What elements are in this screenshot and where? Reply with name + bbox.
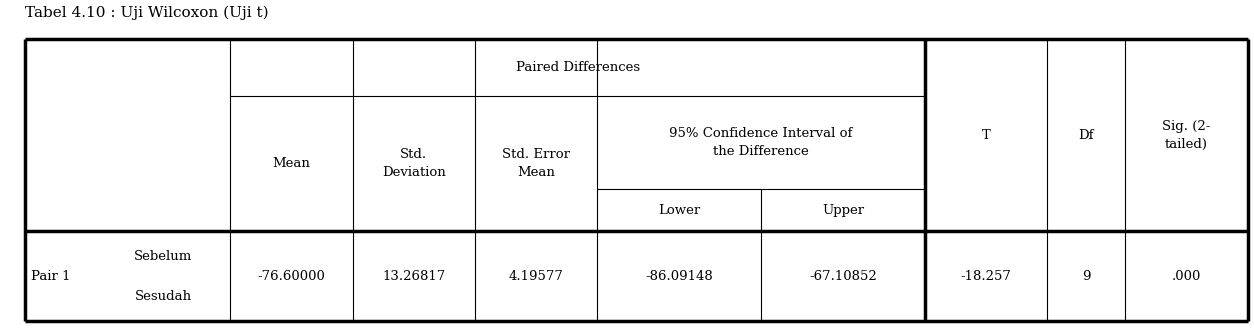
- Text: Sesudah: Sesudah: [135, 290, 192, 303]
- Text: Pair 1: Pair 1: [31, 270, 70, 283]
- Text: Std. Error
Mean: Std. Error Mean: [502, 148, 571, 179]
- Text: Upper: Upper: [821, 203, 864, 216]
- Text: Lower: Lower: [658, 203, 700, 216]
- Text: Tabel 4.10 : Uji Wilcoxon (Uji t): Tabel 4.10 : Uji Wilcoxon (Uji t): [25, 5, 268, 20]
- Text: -67.10852: -67.10852: [809, 270, 877, 283]
- Text: Paired Differences: Paired Differences: [515, 61, 640, 74]
- Text: 4.19577: 4.19577: [509, 270, 563, 283]
- Text: Std.
Deviation: Std. Deviation: [382, 148, 445, 179]
- Text: Mean: Mean: [272, 157, 311, 170]
- Text: Sebelum: Sebelum: [134, 250, 193, 263]
- Text: Sig. (2-
tailed): Sig. (2- tailed): [1162, 120, 1211, 151]
- Text: T: T: [982, 129, 991, 142]
- Text: 13.26817: 13.26817: [382, 270, 445, 283]
- Text: 95% Confidence Interval of
the Difference: 95% Confidence Interval of the Differenc…: [670, 127, 853, 158]
- Text: -86.09148: -86.09148: [646, 270, 714, 283]
- Text: .000: .000: [1172, 270, 1201, 283]
- Text: -76.60000: -76.60000: [257, 270, 326, 283]
- Text: 9: 9: [1082, 270, 1091, 283]
- Text: Df: Df: [1078, 129, 1093, 142]
- Text: -18.257: -18.257: [961, 270, 1012, 283]
